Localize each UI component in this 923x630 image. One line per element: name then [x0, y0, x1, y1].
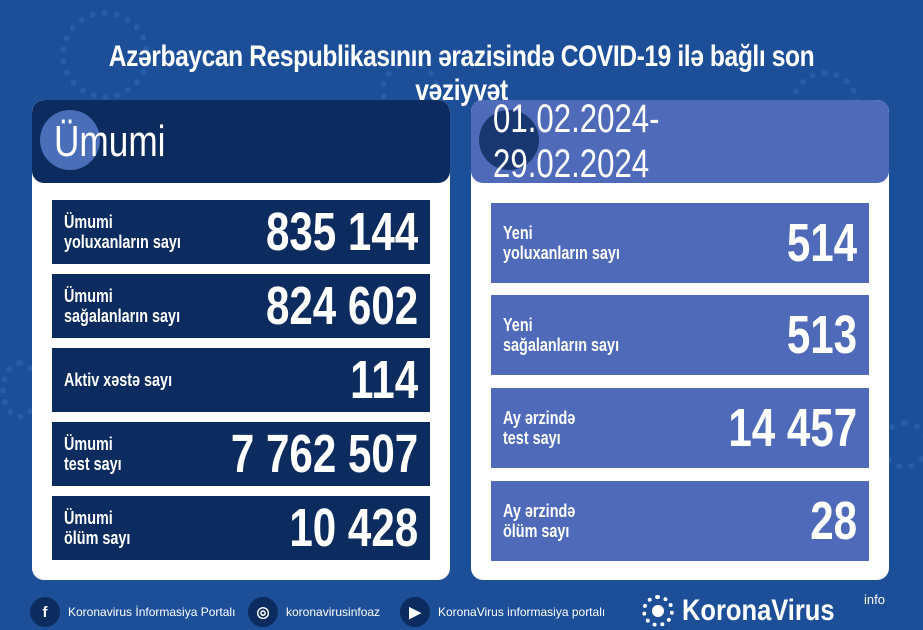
title-text: Azərbaycan Respublikasının ərazisində CO…: [108, 40, 815, 107]
stat-row-new-infected: Yeni yoluxanların sayı 514: [491, 203, 869, 283]
footer: f Koronavirus İnformasiya Portalı ◎ korona…: [0, 592, 923, 630]
stat-row-total-recovered: Ümumi sağalanların sayı 824 602: [52, 274, 430, 338]
period-card: 01.02.2024-29.02.2024 Yeni yoluxanların s…: [471, 100, 889, 580]
stat-value: 14 457: [728, 398, 857, 458]
stat-label: Ay ərzində ölüm sayı: [503, 501, 576, 541]
virus-icon: [40, 110, 100, 170]
instagram-label: koronavirusinfoaz: [286, 605, 381, 619]
virus-icon: [479, 110, 539, 170]
stat-value: 824 602: [265, 276, 418, 336]
stat-label: Yeni yoluxanların sayı: [503, 223, 620, 263]
period-header-text: 01.02.2024-29.02.2024: [493, 100, 660, 186]
stat-value: 835 144: [265, 202, 418, 262]
stat-label: Ümumi sağalanların sayı: [64, 286, 181, 326]
facebook-icon: f: [30, 597, 60, 627]
stat-value: 28: [810, 491, 857, 551]
stat-value: 513: [786, 305, 857, 365]
youtube-icon: ▶: [400, 597, 430, 627]
page-title: Azərbaycan Respublikasının ərazisində CO…: [0, 40, 923, 108]
total-header-text: Ümumi: [54, 116, 166, 166]
stat-row-active: Aktiv xəstə sayı 114: [52, 348, 430, 412]
instagram-icon: ◎: [248, 597, 278, 627]
stat-row-total-infected: Ümumi yoluxanların sayı 835 144: [52, 200, 430, 264]
brand-name: KoronaVirus: [682, 594, 835, 627]
stat-row-month-tests: Ay ərzində test sayı 14 457: [491, 388, 869, 468]
stat-label: Aktiv xəstə sayı: [64, 370, 173, 390]
total-header: Ümumi: [32, 100, 450, 183]
total-card: Ümumi Ümumi yoluxanların sayı 835 144 Ümum…: [32, 100, 450, 580]
stat-row-total-tests: Ümumi test sayı 7 762 507: [52, 422, 430, 486]
facebook-link[interactable]: f Koronavirus İnformasiya Portalı: [30, 597, 235, 627]
stat-value: 514: [786, 213, 857, 273]
stat-row-new-recovered: Yeni sağalanların sayı 513: [491, 295, 869, 375]
brand-sup: info: [864, 592, 885, 607]
stat-label: Ümumi ölüm sayı: [64, 508, 131, 548]
stat-value: 114: [350, 350, 418, 410]
stat-row-month-deaths: Ay ərzində ölüm sayı 28: [491, 481, 869, 561]
stat-label: Ay ərzində test sayı: [503, 408, 576, 448]
facebook-label: Koronavirus İnformasiya Portalı: [68, 605, 236, 619]
stat-value: 10 428: [289, 498, 418, 558]
period-header: 01.02.2024-29.02.2024: [471, 100, 889, 186]
virus-decoration: [60, 10, 150, 100]
stat-row-total-deaths: Ümumi ölüm sayı 10 428: [52, 496, 430, 560]
stat-label: Ümumi yoluxanların sayı: [64, 212, 181, 252]
youtube-label: KoronaVirus informasiya portalı: [438, 605, 606, 619]
koronavirus-logo: KoronaVirus info: [642, 592, 885, 628]
youtube-link[interactable]: ▶ KoronaVirus informasiya portalı: [400, 597, 605, 627]
instagram-link[interactable]: ◎ koronavirusinfoaz: [248, 597, 380, 627]
sun-virus-icon: [642, 595, 674, 627]
stat-label: Yeni sağalanların sayı: [503, 315, 620, 355]
stat-label: Ümumi test sayı: [64, 434, 122, 474]
stat-value: 7 762 507: [230, 424, 418, 484]
